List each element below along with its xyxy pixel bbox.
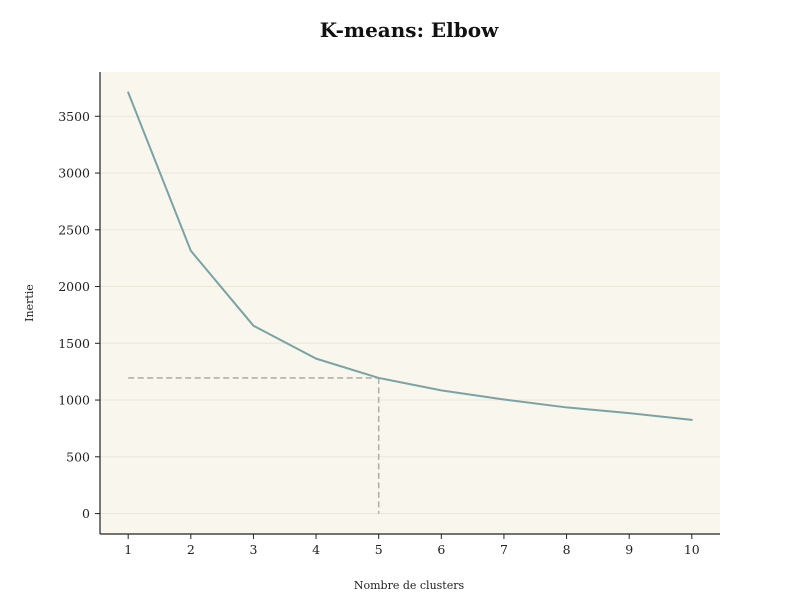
y-tick-label: 3500 <box>58 109 90 124</box>
x-tick-label: 3 <box>249 542 257 557</box>
series-layer <box>127 91 693 421</box>
x-tick-label: 7 <box>500 542 508 557</box>
x-tick-label: 2 <box>187 542 195 557</box>
x-tick-label: 6 <box>437 542 445 557</box>
series-line <box>127 91 693 421</box>
y-tick-label: 1000 <box>58 393 90 408</box>
y-tick-label: 2000 <box>58 279 90 294</box>
x-tick-label: 5 <box>375 542 383 557</box>
y-tick-label: 1500 <box>58 336 90 351</box>
x-tick-label: 1 <box>124 542 132 557</box>
y-tick-label: 500 <box>66 449 90 464</box>
x-ticks: 1 2 3 4 5 6 7 8 9 10 <box>124 534 700 557</box>
y-ticks: 0 500 1000 1500 2000 2500 3000 3500 <box>58 109 100 521</box>
chart-title: K-means: Elbow <box>320 18 499 42</box>
x-axis-label: Nombre de clusters <box>354 579 465 592</box>
elbow-guides <box>128 377 380 514</box>
x-tick-label: 10 <box>684 542 700 557</box>
grid-lines <box>100 115 720 515</box>
y-axis-label: Inertie <box>23 284 36 322</box>
x-tick-label: 8 <box>563 542 571 557</box>
x-tick-label: 9 <box>625 542 633 557</box>
y-tick-label: 0 <box>82 506 90 521</box>
x-tick-label: 4 <box>312 542 320 557</box>
plot-background <box>100 72 720 534</box>
y-tick-label: 3000 <box>58 166 90 181</box>
y-tick-label: 2500 <box>58 222 90 237</box>
